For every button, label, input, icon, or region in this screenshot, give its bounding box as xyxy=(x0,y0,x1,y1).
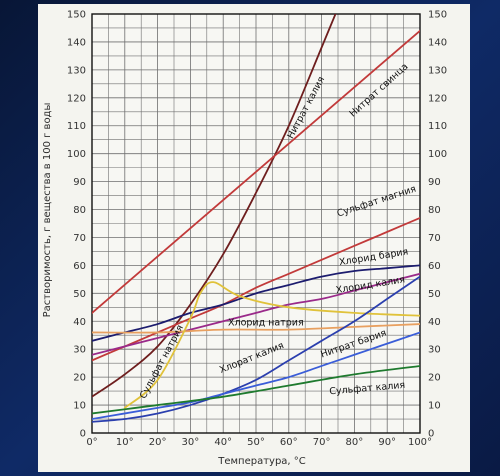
y-tick-label-right: 140 xyxy=(428,37,447,48)
y-tick-label: 10 xyxy=(73,401,86,412)
x-axis-title: Температура, °С xyxy=(217,456,306,467)
y-tick-label-right: 60 xyxy=(428,261,441,272)
series-line-7 xyxy=(92,275,420,423)
y-tick-label: 120 xyxy=(67,93,86,104)
y-tick-label: 90 xyxy=(73,177,86,188)
x-tick-label: 80° xyxy=(346,437,364,448)
y-tick-label: 30 xyxy=(73,345,86,356)
x-tick-label: 100° xyxy=(408,437,432,448)
y-tick-label-right: 40 xyxy=(428,317,441,328)
y-tick-label: 0 xyxy=(80,429,86,440)
x-tick-label: 40° xyxy=(214,437,232,448)
y-tick-label: 130 xyxy=(67,65,86,76)
y-tick-labels-left: 0 10 20 30 40 50 60 70 80 90 100 110 120 130 140 150 xyxy=(67,10,86,440)
series-line-6 xyxy=(123,281,420,409)
y-tick-label: 100 xyxy=(67,149,86,160)
y-tick-label-right: 80 xyxy=(428,205,441,216)
x-tick-label: 50° xyxy=(247,437,265,448)
y-tick-label: 60 xyxy=(73,261,86,272)
y-tick-label: 70 xyxy=(73,233,86,244)
y-tick-label-right: 90 xyxy=(428,177,441,188)
y-tick-label-right: 120 xyxy=(428,93,447,104)
y-tick-label-right: 50 xyxy=(428,289,441,300)
x-tick-label: 0° xyxy=(86,437,97,448)
series-line-0 xyxy=(92,14,337,398)
series-line-2 xyxy=(92,217,420,362)
series-line-4 xyxy=(92,272,420,356)
y-tick-label-right: 150 xyxy=(428,10,447,21)
plot-frame xyxy=(91,13,421,434)
x-tick-label: 30° xyxy=(182,437,200,448)
y-tick-label-right: 10 xyxy=(428,401,441,412)
y-tick-label-right: 70 xyxy=(428,233,441,244)
x-tick-label: 60° xyxy=(280,437,298,448)
x-tick-label: 20° xyxy=(149,437,167,448)
y-tick-label: 140 xyxy=(67,37,86,48)
y-axis-title: Растворимость, г вещества в 100 г воды xyxy=(42,103,53,318)
series-line-5 xyxy=(92,323,420,334)
y-tick-label: 20 xyxy=(73,373,86,384)
series-lines xyxy=(92,14,420,423)
y-tick-label: 110 xyxy=(67,121,86,132)
x-tick-label: 90° xyxy=(378,437,396,448)
y-tick-label: 150 xyxy=(67,10,86,21)
y-tick-labels-right: 0 10 20 30 40 50 60 70 80 90 100 110 120 130 140 150 xyxy=(428,10,447,440)
x-tick-labels: 0° 10° 20° 30° 40° 50° 60° 70° 80° 90° 100° xyxy=(86,437,432,448)
series-line-3 xyxy=(92,264,420,342)
y-tick-label: 50 xyxy=(73,289,86,300)
series-label-5: Хлорид натрия xyxy=(228,317,304,328)
x-tick-label: 10° xyxy=(116,437,134,448)
y-tick-label-right: 0 xyxy=(428,429,434,440)
y-tick-label-right: 110 xyxy=(428,121,447,132)
x-tick-label: 70° xyxy=(313,437,331,448)
y-tick-label-right: 30 xyxy=(428,345,441,356)
series-line-1 xyxy=(92,29,420,314)
y-tick-label: 40 xyxy=(73,317,86,328)
series-line-9 xyxy=(92,365,420,415)
series-line-8 xyxy=(92,331,420,420)
y-tick-label-right: 100 xyxy=(428,149,447,160)
y-tick-label-right: 20 xyxy=(428,373,441,384)
y-tick-label: 80 xyxy=(73,205,86,216)
y-tick-label-right: 130 xyxy=(428,65,447,76)
grid-lines xyxy=(91,13,421,434)
